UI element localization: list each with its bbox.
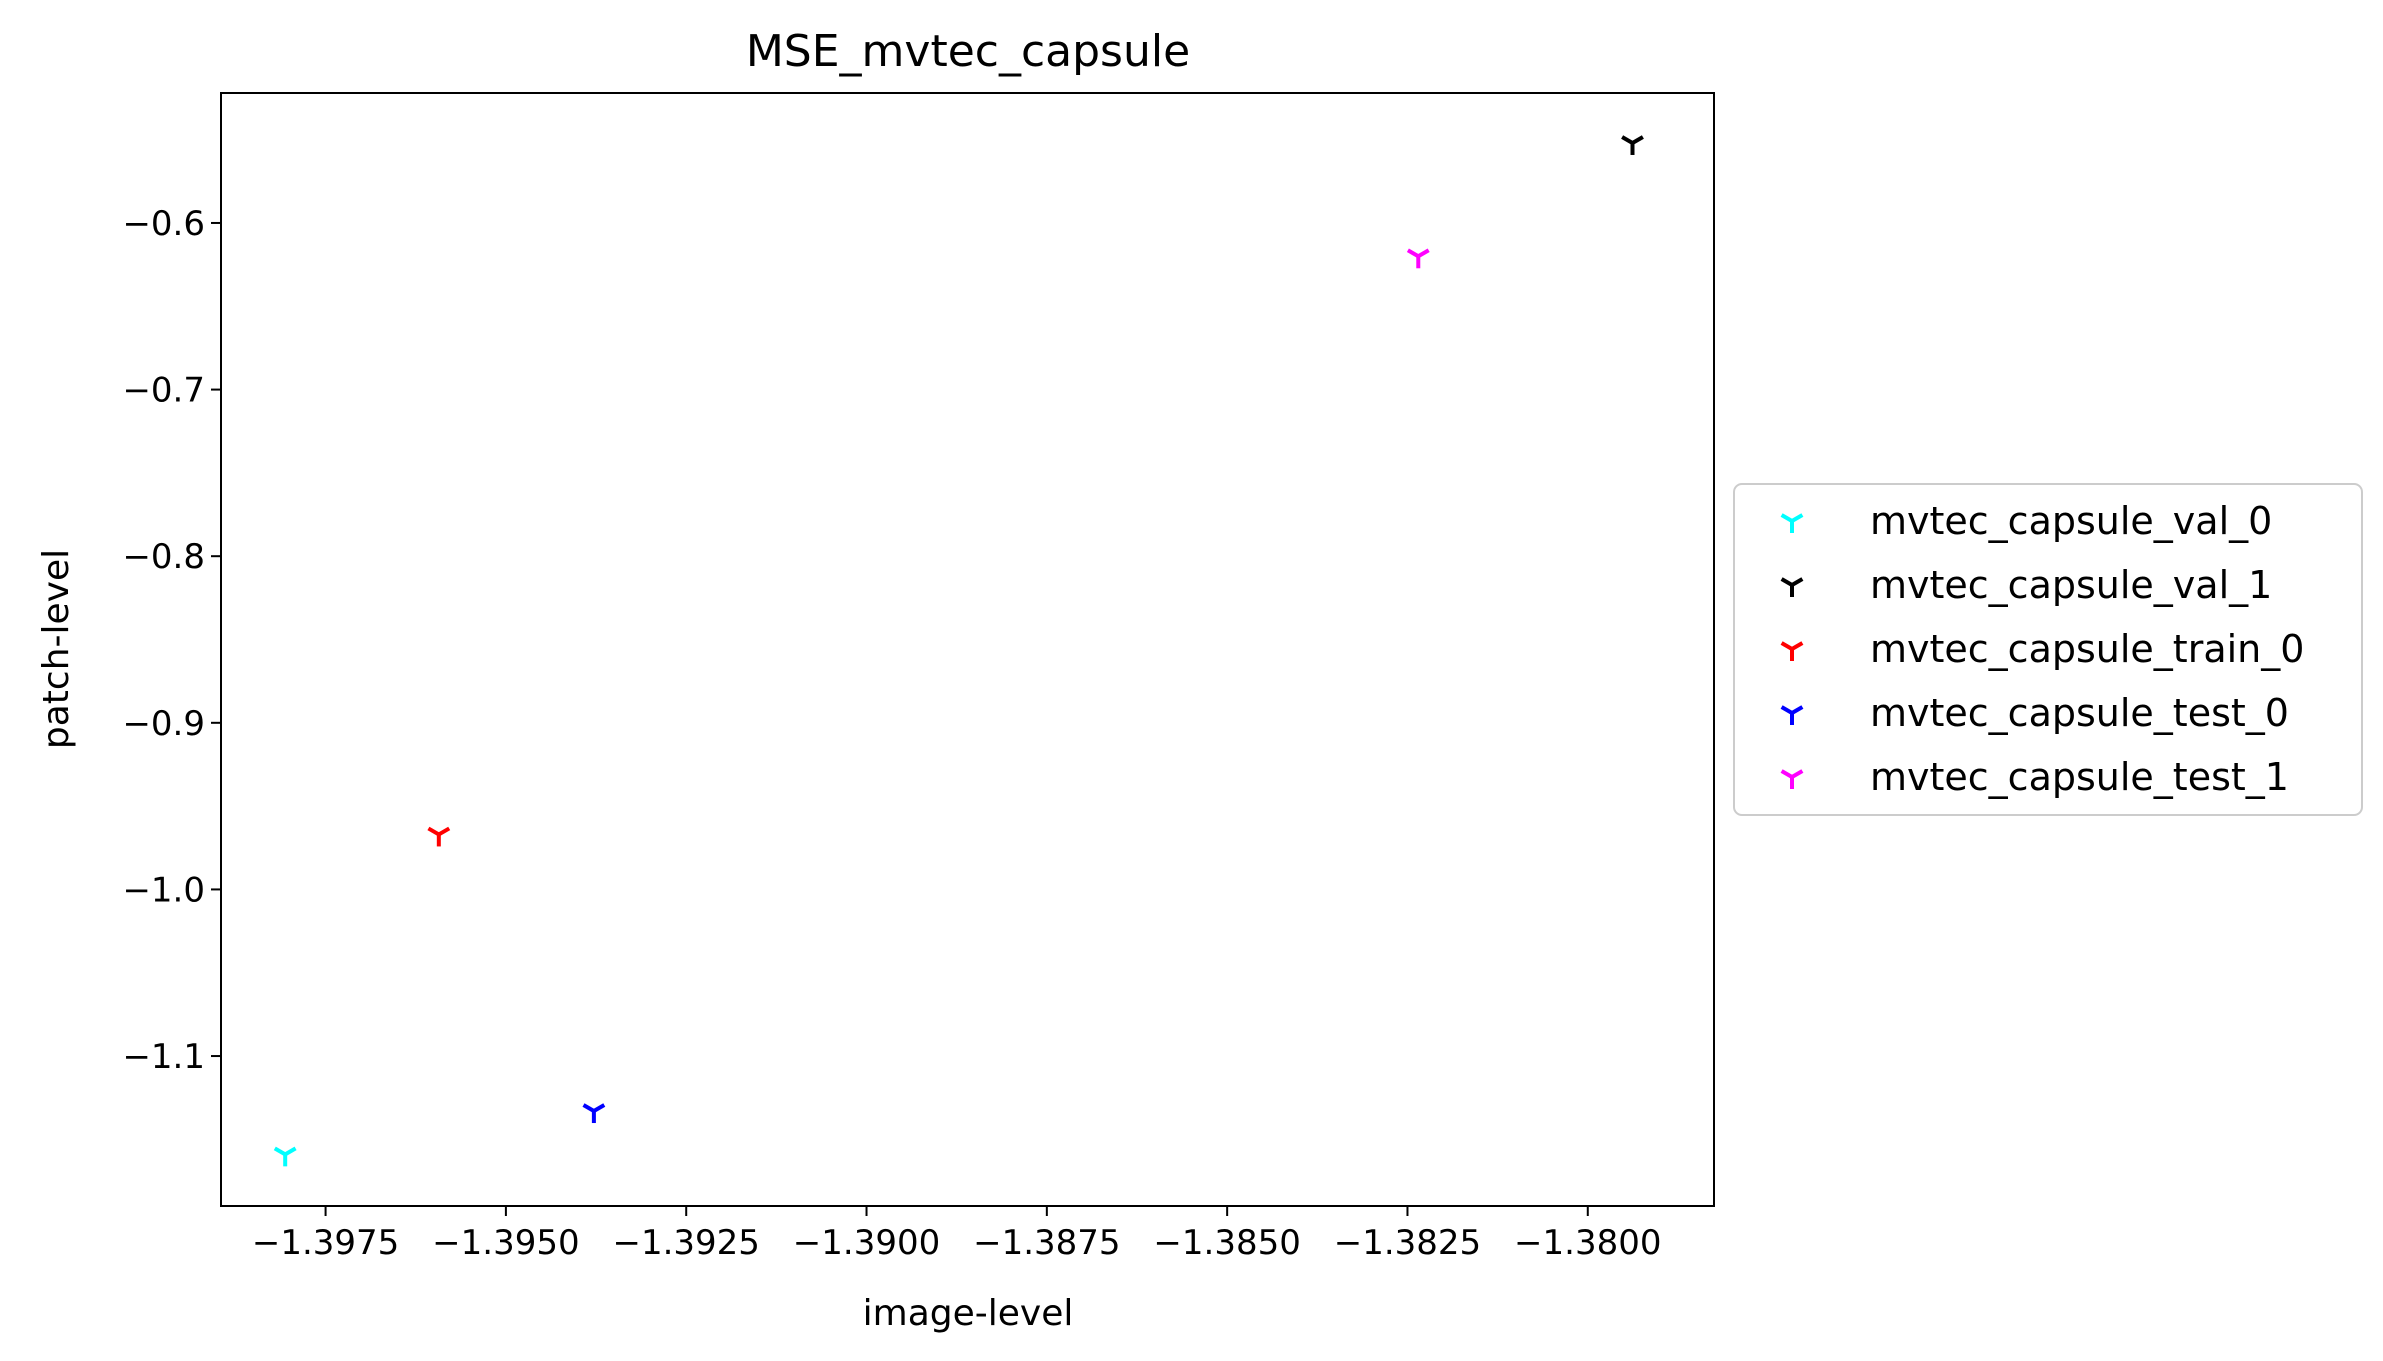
x-axis-ticks: −1.3975 −1.3950 −1.3925 −1.3900 −1.3875 −1.38… (252, 1206, 1662, 1263)
y-tick-label: −0.6 (122, 204, 205, 244)
plot-area: −1.3975 −1.3950 −1.3925 −1.3900 −1.3875 −1.38… (122, 92, 1715, 1263)
y-tick-label: −0.9 (122, 704, 205, 744)
x-axis-label: image-level (863, 1293, 1074, 1334)
x-tick-label: −1.3825 (1334, 1223, 1481, 1263)
y-axis-ticks: −0.6 −0.7 −0.8 −0.9 −1.0 −1.1 (122, 204, 221, 1077)
legend-marker (1780, 705, 1804, 725)
legend-label: mvtec_capsule_train_0 (1870, 627, 2304, 671)
legend-marker (1780, 769, 1804, 789)
x-tick-label: −1.3950 (432, 1223, 579, 1263)
y-tick-label: −1.0 (122, 870, 205, 910)
x-tick-label: −1.3925 (612, 1223, 759, 1263)
data-points (273, 135, 1644, 1167)
chart-title: MSE_mvtec_capsule (746, 26, 1190, 77)
legend-frame (1733, 483, 2363, 816)
legend: mvtec_capsule_val_0 mvtec_capsule_val_1mv… (1733, 483, 2363, 816)
legend-items: mvtec_capsule_val_0 mvtec_capsule_val_1mv… (1780, 499, 2304, 799)
data-point (1406, 248, 1430, 269)
y-tick-label: −0.8 (122, 537, 205, 577)
legend-marker (1780, 513, 1804, 533)
axes-frame (220, 92, 1715, 1207)
legend-label: mvtec_capsule_val_1 (1870, 563, 2272, 607)
data-point (273, 1146, 297, 1167)
data-point (582, 1103, 606, 1124)
y-tick-label: −0.7 (122, 371, 205, 411)
x-tick-label: −1.3800 (1514, 1223, 1661, 1263)
legend-label: mvtec_capsule_test_1 (1870, 755, 2289, 799)
legend-label: mvtec_capsule_val_0 (1870, 499, 2272, 543)
x-tick-label: −1.3850 (1153, 1223, 1300, 1263)
x-tick-label: −1.3900 (793, 1223, 940, 1263)
y-axis-label: patch-level (36, 549, 77, 749)
legend-marker (1780, 577, 1804, 597)
x-tick-label: −1.3875 (973, 1223, 1120, 1263)
y-tick-label: −1.1 (122, 1037, 205, 1077)
data-point (1621, 135, 1644, 155)
x-tick-label: −1.3975 (252, 1223, 399, 1263)
legend-label: mvtec_capsule_test_0 (1870, 691, 2289, 735)
data-point (427, 826, 451, 847)
legend-marker (1780, 641, 1804, 661)
